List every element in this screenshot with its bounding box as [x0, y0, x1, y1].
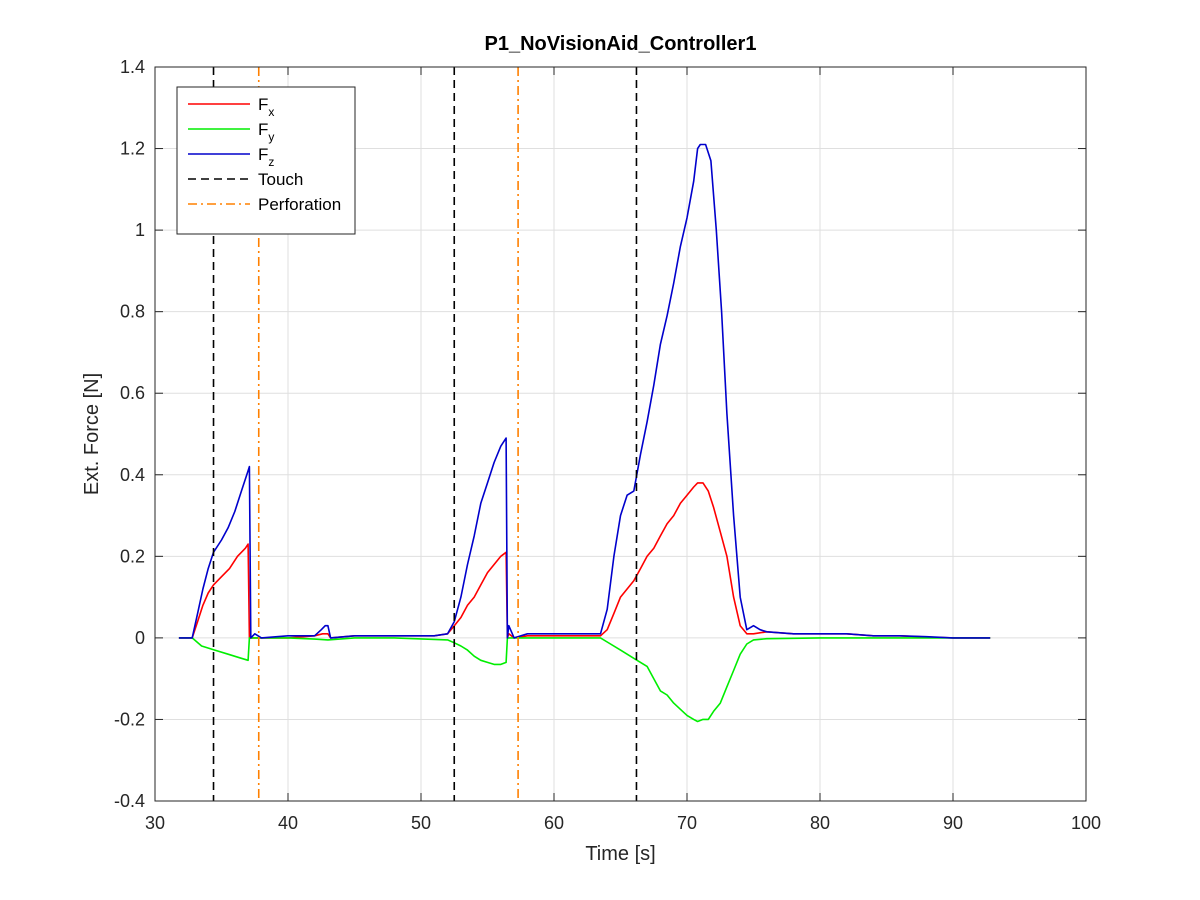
y-tick-label: 0.2	[120, 546, 145, 566]
x-tick-label: 30	[145, 813, 165, 833]
chart-title: P1_NoVisionAid_Controller1	[485, 33, 757, 55]
x-tick-label: 80	[810, 813, 830, 833]
x-tick-label: 100	[1071, 813, 1101, 833]
y-axis-label: Ext. Force [N]	[81, 373, 103, 495]
ticks-layer: 30 40 50 60 70 80 90 100 -0.4 -0.2 0 0.2 0.4 0.6 0.8 1 1…	[114, 57, 1101, 833]
x-tick-label: 70	[677, 813, 697, 833]
x-tick-label: 60	[544, 813, 564, 833]
x-axis-label: Time [s]	[585, 843, 655, 865]
series-layer	[178, 67, 991, 801]
x-tick-label: 50	[411, 813, 431, 833]
x-tick-label: 40	[278, 813, 298, 833]
series-fz-line	[178, 143, 991, 639]
y-tick-label: -0.2	[114, 709, 145, 729]
y-tick-label: 0.8	[120, 302, 145, 322]
y-tick-label: 1.2	[120, 139, 145, 159]
y-tick-label: 0	[135, 628, 145, 648]
x-tick-label: 90	[943, 813, 963, 833]
plot-frame	[154, 66, 1087, 802]
y-tick-label: -0.4	[114, 791, 145, 811]
y-tick-label: 1.4	[120, 57, 145, 77]
legend-label-touch: Touch	[258, 170, 303, 189]
legend-box	[176, 86, 356, 235]
y-tick-label: 0.4	[120, 465, 145, 485]
y-tick-label: 0.6	[120, 383, 145, 403]
y-tick-label: 1	[135, 220, 145, 240]
legend-label-perforation: Perforation	[258, 195, 341, 214]
